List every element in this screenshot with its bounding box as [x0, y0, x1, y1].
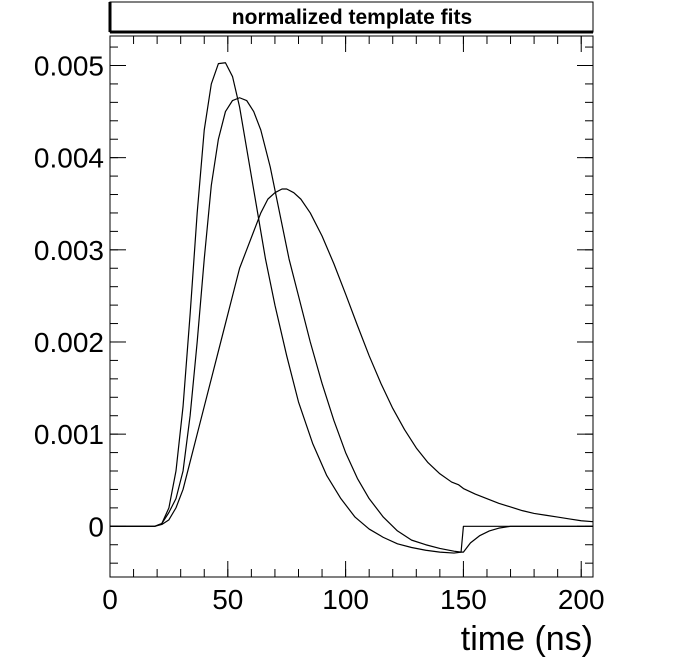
series-layer: [110, 62, 594, 554]
series-line-1: [110, 62, 593, 554]
y-tick-label: 0.005: [34, 50, 104, 81]
x-tick-label: 100: [322, 584, 369, 615]
major-ticks: [109, 36, 593, 577]
series-line-3: [110, 188, 594, 527]
y-tick-label: 0: [88, 511, 104, 542]
y-tick-label: 0.002: [34, 327, 104, 358]
y-tick-label: 0.004: [34, 143, 104, 174]
x-tick-label: 50: [212, 584, 243, 615]
title-box-frame: [109, 1, 594, 33]
y-tick-label: 0.001: [34, 419, 104, 450]
x-axis-label: time (ns): [461, 620, 593, 658]
chart-title: normalized template fits: [232, 6, 472, 29]
series-line-2: [110, 97, 593, 553]
x-tick-labels: 0 50 100 150 200: [102, 584, 604, 615]
x-tick-label: 200: [558, 584, 605, 615]
plot-frame: [109, 35, 594, 578]
y-tick-labels: 0 0.001 0.002 0.003 0.004 0.005: [34, 50, 104, 542]
x-tick-label: 0: [102, 584, 118, 615]
minor-ticks: [109, 36, 593, 577]
x-tick-label: 150: [440, 584, 487, 615]
y-tick-label: 0.003: [34, 235, 104, 266]
title-box: normalized template fits: [108, 1, 594, 34]
